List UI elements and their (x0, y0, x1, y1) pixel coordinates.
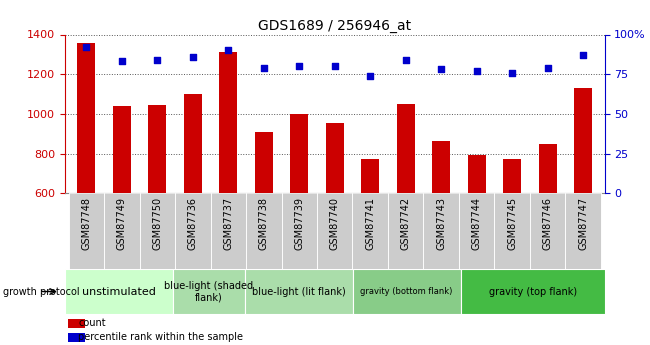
Point (294, 63, 304, 69)
Bar (245, 269, 353, 314)
Bar (495, 193, 530, 269)
Bar (291, 114, 308, 193)
Text: GSM87737: GSM87737 (223, 197, 233, 250)
Bar (113, 106, 131, 193)
Bar (432, 141, 450, 193)
Point (259, 65, 269, 71)
Bar (68, 319, 85, 328)
Bar (220, 52, 237, 193)
Bar (281, 193, 317, 269)
Bar (424, 193, 459, 269)
Text: GSM87748: GSM87748 (81, 197, 91, 250)
Bar (575, 88, 592, 193)
Text: GSM87745: GSM87745 (507, 197, 517, 250)
Point (81, 45, 92, 50)
Text: GSM87739: GSM87739 (294, 197, 304, 250)
Bar (211, 193, 246, 269)
Point (365, 73, 376, 79)
Text: count: count (79, 318, 106, 328)
Text: GSM87741: GSM87741 (365, 197, 375, 250)
Bar (468, 155, 486, 193)
Text: percentile rank within the sample: percentile rank within the sample (79, 332, 244, 342)
Title: GDS1689 / 256946_at: GDS1689 / 256946_at (258, 19, 411, 33)
Text: GSM87747: GSM87747 (578, 197, 588, 250)
Point (116, 59, 127, 64)
Bar (175, 193, 211, 269)
Bar (148, 105, 166, 193)
Point (330, 63, 340, 69)
Point (223, 48, 233, 53)
Bar (184, 94, 202, 193)
Bar (503, 159, 521, 193)
Text: GSM87749: GSM87749 (117, 197, 127, 250)
Bar (352, 193, 388, 269)
Bar (246, 193, 281, 269)
Text: GSM87744: GSM87744 (472, 197, 482, 250)
Point (543, 65, 553, 71)
Text: GSM87743: GSM87743 (436, 197, 447, 250)
Bar (353, 269, 461, 314)
Text: growth protocol: growth protocol (3, 287, 80, 296)
Bar (566, 193, 601, 269)
Bar (140, 193, 175, 269)
Bar (539, 144, 556, 193)
Bar (317, 193, 352, 269)
Bar (459, 193, 495, 269)
Text: gravity (bottom flank): gravity (bottom flank) (361, 287, 453, 296)
Bar (68, 333, 85, 342)
Bar (530, 193, 566, 269)
Bar (361, 159, 379, 193)
Text: GSM87746: GSM87746 (543, 197, 552, 250)
Text: GSM87742: GSM87742 (401, 197, 411, 250)
Point (188, 54, 198, 59)
Text: unstimulated: unstimulated (82, 287, 156, 296)
Bar (65, 269, 173, 314)
Point (436, 67, 447, 72)
Text: GSM87750: GSM87750 (152, 197, 162, 250)
Bar (388, 193, 424, 269)
Text: gravity (top flank): gravity (top flank) (489, 287, 577, 296)
Bar (68, 193, 104, 269)
Text: blue-light (lit flank): blue-light (lit flank) (252, 287, 346, 296)
Bar (397, 104, 415, 193)
Point (507, 70, 517, 75)
Point (152, 57, 162, 63)
Bar (255, 132, 272, 193)
Text: GSM87740: GSM87740 (330, 197, 340, 250)
Text: GSM87736: GSM87736 (188, 197, 198, 250)
Text: blue-light (shaded
flank): blue-light (shaded flank) (164, 281, 254, 302)
Bar (173, 269, 245, 314)
Bar (77, 43, 95, 193)
Point (471, 68, 482, 74)
Bar (461, 269, 604, 314)
Point (578, 52, 588, 58)
Point (400, 57, 411, 63)
Bar (326, 123, 344, 193)
Bar (104, 193, 140, 269)
Text: GSM87738: GSM87738 (259, 197, 268, 250)
